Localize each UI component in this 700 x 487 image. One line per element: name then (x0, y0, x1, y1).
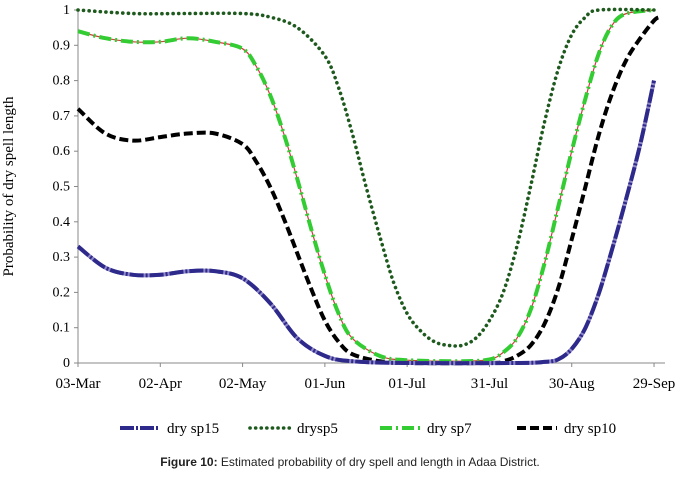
figure-caption: Figure 10: Estimated probability of dry … (0, 455, 700, 469)
y-tick-label: 0.9 (53, 38, 71, 53)
y-axis-label: Probability of dry spell length (1, 96, 17, 276)
x-tick-label: 02-May (219, 376, 267, 392)
figure-caption-label: Figure 10: (160, 455, 218, 469)
x-tick-label: 03-Mar (56, 376, 101, 392)
x-tick-label: 01-Jul (388, 376, 426, 392)
x-tick-label: 01-Jun (304, 376, 345, 392)
legend-item-dry-sp10: dry sp10 (517, 421, 616, 437)
y-tick-label: 0.5 (53, 180, 71, 195)
legend-label: dry sp7 (427, 421, 472, 437)
y-tick-label: 0.1 (53, 321, 71, 336)
legend-label: dry sp15 (167, 421, 219, 437)
series-line-dry-sp15 (76, 80, 656, 366)
y-tick-label: 0.4 (53, 215, 71, 230)
y-tick-label: 0.7 (53, 109, 71, 124)
y-tick-label: 0.3 (53, 250, 71, 265)
x-tick-label: 29-Sep (633, 376, 676, 392)
figure-caption-text: Estimated probability of dry spell and l… (217, 455, 540, 469)
series-line-dry-sp7 (77, 8, 655, 364)
legend-label: drysp5 (297, 421, 338, 437)
legend-item-drysp5: drysp5 (248, 421, 338, 437)
x-tick-label: 30-Aug (549, 376, 595, 392)
series-line-drysp5 (76, 7, 656, 348)
y-tick-label: 0.6 (53, 144, 71, 159)
y-tick-label: 0.2 (53, 285, 71, 300)
chart-area: 0 0.1 0.2 0.3 0.4 0.5 0.6 0.7 0.8 0.9 1 03-Mar 02-Ap… (1, 3, 676, 437)
line-chart: 0 0.1 0.2 0.3 0.4 0.5 0.6 0.7 0.8 0.9 1 03-Mar 02-Ap… (1, 3, 676, 437)
y-tick-label: 0 (63, 356, 70, 371)
series-line-dry-sp15-halo (76, 80, 656, 366)
x-tick-label: 31-Jul (471, 376, 509, 392)
legend-item-dry-sp7: dry sp7 (380, 421, 472, 437)
legend-item-dry-sp15: dry sp15 (120, 421, 219, 437)
x-tick-label: 02-Apr (139, 376, 182, 392)
y-tick-label: 1 (63, 3, 70, 18)
legend-label: dry sp10 (564, 421, 616, 437)
y-tick-label: 0.8 (53, 74, 71, 89)
